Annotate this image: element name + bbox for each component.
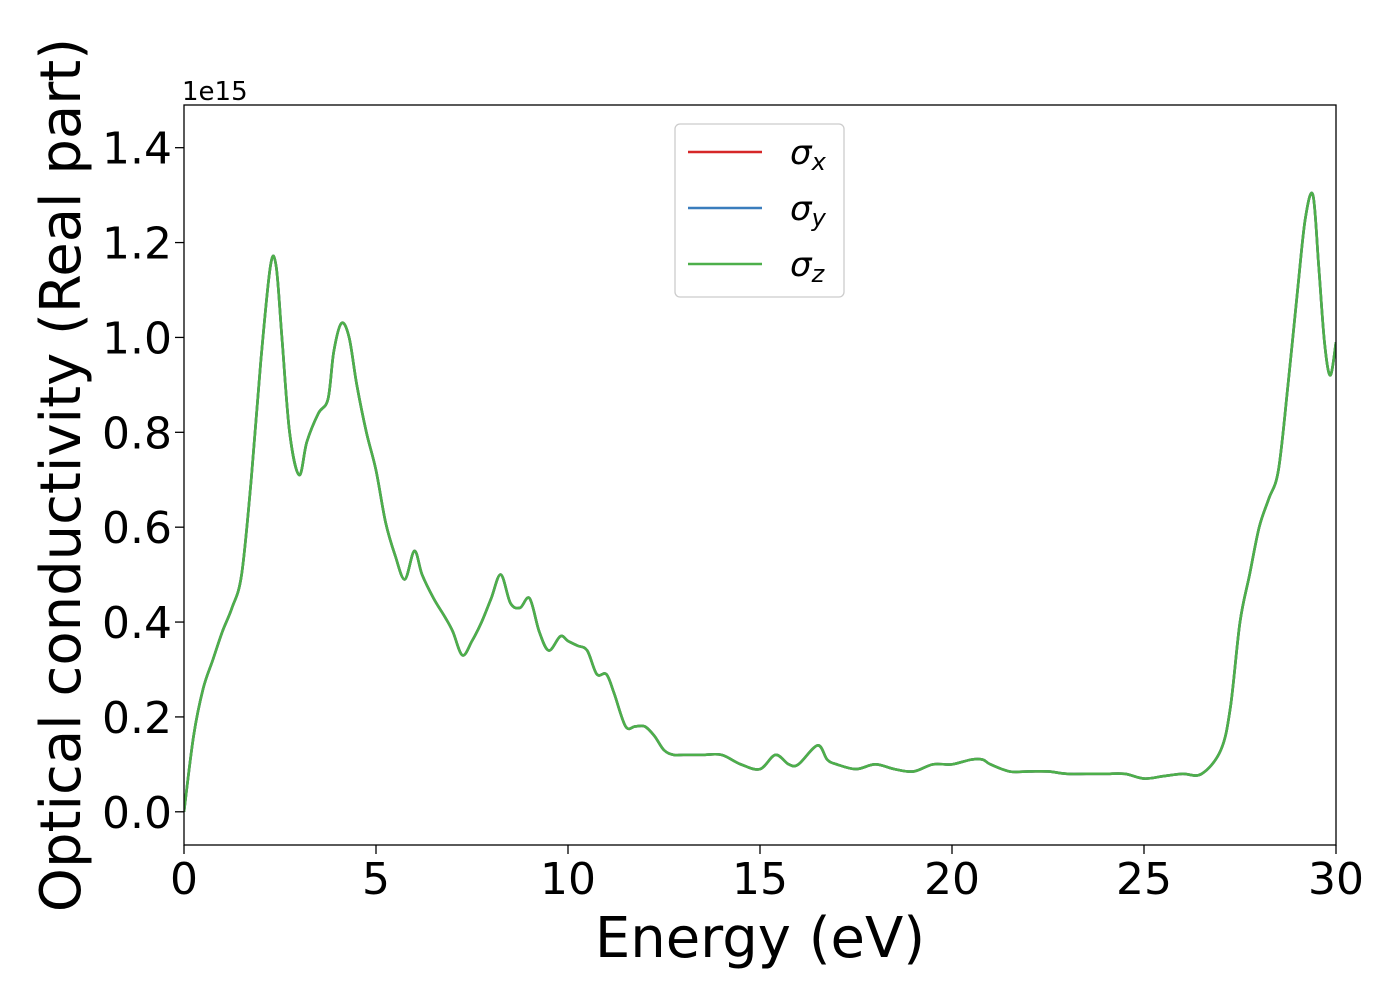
legend-label-sigma-z: σz xyxy=(790,245,826,288)
y-tick-label: 0.6 xyxy=(102,503,172,554)
plot-area xyxy=(184,191,1336,812)
x-tick-label: 25 xyxy=(1116,854,1172,905)
x-tick-label: 5 xyxy=(362,854,390,905)
legend-label-sigma-y: σy xyxy=(790,189,827,232)
x-tick-label: 10 xyxy=(540,854,596,905)
x-tick-label: 30 xyxy=(1308,854,1364,905)
x-axis-ticks: 0 5 10 15 20 25 30 xyxy=(170,845,1364,905)
series-line-sigma-z xyxy=(184,191,1336,812)
y-axis-ticks: 0.0 0.2 0.4 0.6 0.8 1.0 1.2 1.4 xyxy=(102,124,184,839)
y-tick-label: 0.4 xyxy=(102,598,172,649)
y-tick-label: 0.8 xyxy=(102,408,172,459)
y-tick-label: 0.0 xyxy=(102,788,172,839)
x-axis-label: Energy (eV) xyxy=(595,906,925,971)
y-axis-label: Optical conductivity (Real part) xyxy=(29,38,94,912)
x-tick-label: 20 xyxy=(924,854,980,905)
y-tick-label: 0.2 xyxy=(102,693,172,744)
y-tick-label: 1.0 xyxy=(102,313,172,364)
y-tick-label: 1.4 xyxy=(102,124,172,175)
x-tick-label: 0 xyxy=(170,854,198,905)
y-offset-label: 1e15 xyxy=(182,77,248,107)
x-tick-label: 15 xyxy=(732,854,788,905)
y-tick-label: 1.2 xyxy=(102,219,172,270)
legend: σx σy σz xyxy=(674,123,845,298)
legend-label-sigma-x: σx xyxy=(790,133,827,176)
legend-frame xyxy=(674,123,845,298)
series-lines xyxy=(184,191,1336,812)
